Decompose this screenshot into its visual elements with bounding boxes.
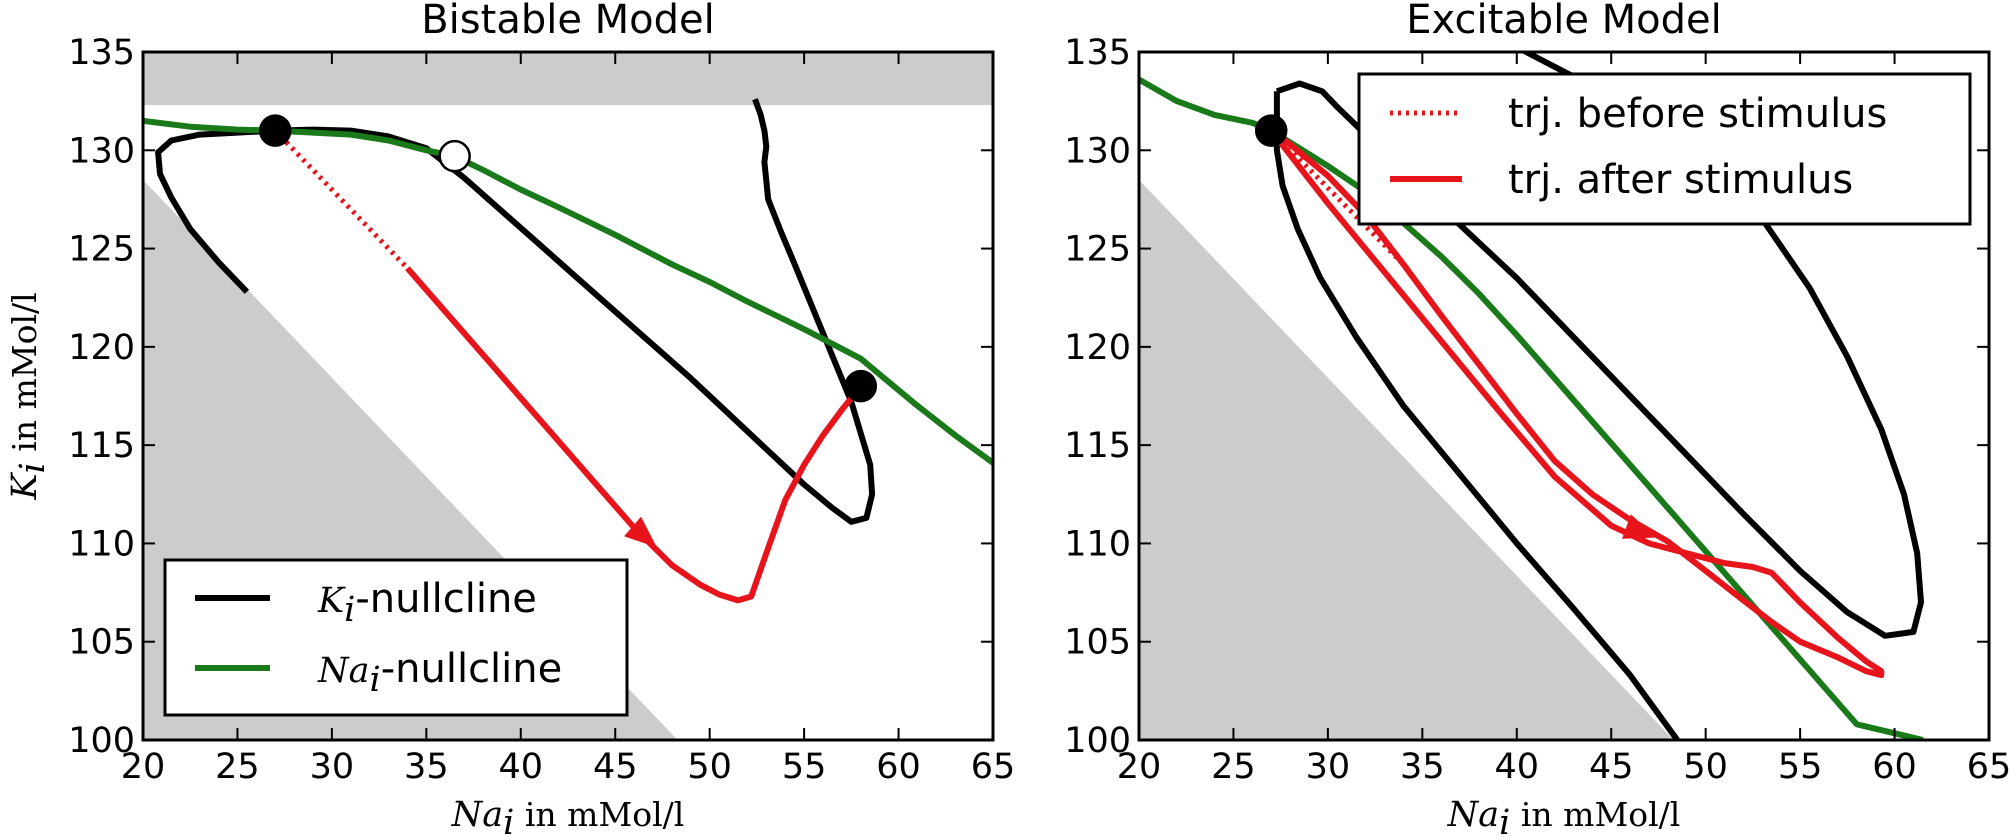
legend-entry-trajectory-before: trj. before stimulus bbox=[1508, 91, 1887, 137]
y-axis-label: Ki in mMol/l bbox=[5, 292, 53, 500]
plot-frame bbox=[141, 50, 995, 742]
x-tick-label: 60 bbox=[876, 747, 921, 787]
series-k-nullcline bbox=[155, 126, 876, 525]
x-tick-label: 50 bbox=[1683, 747, 1728, 787]
x-tick-label: 20 bbox=[121, 747, 166, 787]
y-tick-label: 110 bbox=[1064, 524, 1131, 564]
y-tick-label: 120 bbox=[68, 328, 135, 368]
y-tick-label: 115 bbox=[1064, 426, 1131, 466]
fixed-point-stable bbox=[1254, 114, 1288, 147]
y-tick-label: 130 bbox=[68, 131, 135, 171]
x-axis-subscript: i bbox=[1499, 803, 1510, 840]
series-trajectory-before bbox=[273, 128, 410, 270]
bistable-panel: Bistable Model 20 25 30 35 40 45 50 55 60 65 100 10… bbox=[5, 0, 1015, 840]
y-tick-label: 100 bbox=[1064, 721, 1131, 761]
trajectory-arrowhead bbox=[624, 516, 657, 548]
legend-entry-trajectory-after: trj. after stimulus bbox=[1508, 157, 1853, 203]
y-axis-subscript: i bbox=[13, 462, 53, 473]
series-trajectory-before bbox=[1269, 128, 1409, 270]
x-tick-label: 40 bbox=[1495, 747, 1540, 787]
fixed-points bbox=[258, 114, 878, 403]
x-tick-label: 25 bbox=[1211, 747, 1256, 787]
excitable-panel: Excitable Model 20 25 30 35 40 45 50 55 60 65 100 1… bbox=[1064, 0, 2011, 840]
bistable-title: Bistable Model bbox=[421, 0, 715, 43]
x-tick-label: 30 bbox=[1306, 747, 1351, 787]
trajectory-arrowhead bbox=[1622, 514, 1657, 539]
series-k-nullcline-branch bbox=[752, 98, 798, 266]
y-tick-label: 105 bbox=[68, 623, 135, 663]
x-axis-label: Nai in mMol/l bbox=[451, 795, 685, 840]
axis-ticks: 20 25 30 35 40 45 50 55 60 65 100 105 110 115 120 125 13… bbox=[68, 33, 1015, 787]
x-axis-unit: in mMol/l bbox=[1510, 795, 1680, 834]
legend: trj. before stimulus trj. after stimulus bbox=[1357, 72, 1972, 226]
x-tick-label: 65 bbox=[971, 747, 1016, 787]
x-axis-symbol: Na bbox=[451, 795, 504, 835]
y-tick-label: 135 bbox=[68, 33, 135, 73]
series-k-nullcline-outer bbox=[1273, 91, 1680, 740]
y-axis-symbol: K bbox=[5, 472, 45, 501]
y-tick-label: 105 bbox=[1064, 623, 1131, 663]
fixed-point-unstable bbox=[438, 139, 471, 173]
y-tick-label: 130 bbox=[1064, 131, 1131, 171]
legend-entry-na-nullcline: Nai-nullcline bbox=[317, 646, 562, 700]
x-tick-label: 45 bbox=[1589, 747, 1634, 787]
x-tick-label: 55 bbox=[1778, 747, 1823, 787]
legend-entry-k-nullcline: Ki-nullcline bbox=[317, 576, 537, 630]
x-axis-unit: in mMol/l bbox=[514, 795, 684, 834]
x-tick-label: 25 bbox=[215, 747, 260, 787]
forbidden-regions bbox=[1139, 179, 1674, 740]
x-axis-label: Nai in mMol/l bbox=[1447, 795, 1681, 840]
y-tick-label: 100 bbox=[68, 721, 135, 761]
forbidden-region-band bbox=[143, 52, 993, 106]
plot-frame bbox=[1137, 50, 1991, 742]
x-axis-symbol: Na bbox=[1447, 795, 1500, 835]
y-tick-label: 125 bbox=[1064, 230, 1131, 270]
x-tick-label: 35 bbox=[404, 747, 449, 787]
excitable-title: Excitable Model bbox=[1406, 0, 1721, 43]
x-tick-label: 35 bbox=[1400, 747, 1445, 787]
legend: Ki-nullcline Nai-nullcline bbox=[163, 558, 629, 717]
x-tick-label: 60 bbox=[1872, 747, 1917, 787]
x-tick-label: 40 bbox=[499, 747, 544, 787]
legend-box bbox=[1357, 72, 1972, 226]
forbidden-region-wedge bbox=[1139, 179, 1674, 740]
fixed-point-stable bbox=[258, 114, 292, 147]
legend-box bbox=[163, 558, 629, 717]
x-tick-label: 20 bbox=[1117, 747, 1162, 787]
x-axis-subscript: i bbox=[503, 803, 514, 840]
fixed-point-stable bbox=[844, 369, 878, 403]
y-tick-label: 110 bbox=[68, 524, 135, 564]
axis-ticks: 20 25 30 35 40 45 50 55 60 65 100 105 110 115 120 125 13… bbox=[1064, 33, 2011, 787]
x-tick-label: 55 bbox=[782, 747, 827, 787]
series-trajectory-after bbox=[1268, 128, 1885, 679]
x-tick-label: 65 bbox=[1967, 747, 2012, 787]
y-tick-label: 125 bbox=[68, 230, 135, 270]
y-tick-label: 120 bbox=[1064, 328, 1131, 368]
x-tick-label: 50 bbox=[687, 747, 732, 787]
x-tick-label: 30 bbox=[310, 747, 355, 787]
x-tick-label: 45 bbox=[593, 747, 638, 787]
y-axis-unit: in mMol/l bbox=[5, 292, 44, 462]
y-tick-label: 115 bbox=[68, 426, 135, 466]
y-tick-label: 135 bbox=[1064, 33, 1131, 73]
series-trajectory-after bbox=[405, 266, 864, 604]
fixed-points bbox=[1254, 114, 1288, 147]
